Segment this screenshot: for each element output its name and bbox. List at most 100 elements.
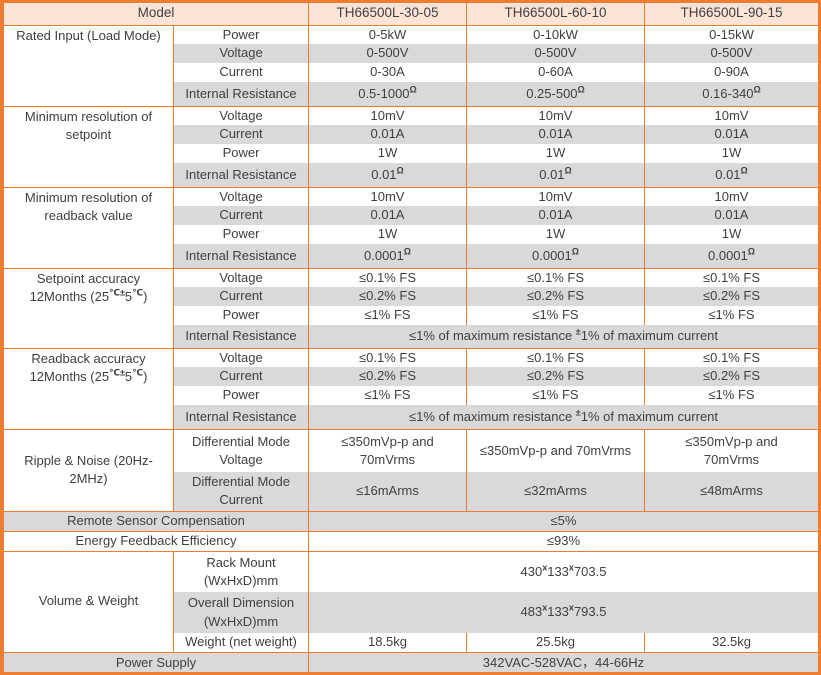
- value-cell: ≤0.2% FS: [308, 287, 467, 306]
- spec-row: Internal Resistance ≤1% of maximum resist…: [4, 405, 818, 429]
- value-cell: 0-5kW: [308, 24, 467, 44]
- parameter-cell: Internal Resistance: [173, 82, 309, 106]
- value-cell: 0.01Ω: [644, 163, 818, 187]
- value-cell: 0.01A: [466, 125, 645, 144]
- value-cell: 0-30A: [308, 63, 467, 82]
- value-span-cell: 430x133x703.5: [308, 550, 818, 592]
- parameter-cell: Power: [173, 24, 309, 44]
- parameter-cell: Internal Resistance: [173, 244, 309, 268]
- spec-row: Power ≤1% FS ≤1% FS ≤1% FS: [4, 386, 818, 405]
- full-row-label: Remote Sensor Compensation: [3, 510, 309, 531]
- value-cell: 0.16-340Ω: [644, 82, 818, 106]
- parameter-cell: Overall Dimension (WxHxD)mm: [173, 592, 309, 633]
- value-cell: ≤350mVp-p and 70mVrms: [644, 428, 818, 472]
- value-cell: ≤0.1% FS: [308, 267, 467, 287]
- parameter-cell: Power: [173, 306, 309, 325]
- model-column-header-1: TH66500L-30-05: [308, 3, 467, 25]
- full-row-label: Power Supply: [3, 651, 309, 672]
- header-row: Model TH66500L-30-05 TH66500L-60-10 TH66…: [3, 3, 818, 25]
- section-label-cell: Rated Input (Load Mode): [3, 24, 174, 106]
- value-cell: 0-500V: [644, 44, 818, 63]
- value-cell: 0.0001Ω: [644, 244, 818, 268]
- model-column-header-2: TH66500L-60-10: [466, 3, 645, 25]
- spec-table-body: Rated Input (Load Mode) Power 0-5kW 0-10kW 0…: [3, 24, 818, 672]
- value-cell: 10mV: [644, 186, 818, 206]
- spec-row: Voltage 0-500V 0-500V 0-500V: [4, 44, 818, 63]
- value-cell: 0.01Ω: [466, 163, 645, 187]
- spec-row: Minimum resolution of readback value Volt…: [3, 186, 818, 268]
- value-cell: 0.01A: [308, 206, 467, 225]
- section-label-cell: Minimum resolution of readback value: [3, 186, 174, 268]
- section-label-cell: Readback accuracy 12Months (25℃±5℃): [3, 347, 174, 429]
- value-cell: ≤32mArms: [466, 472, 645, 511]
- model-column-header-3: TH66500L-90-15: [644, 3, 818, 25]
- full-span-row: Power Supply 342VAC-528VAC，44-66Hz: [3, 651, 818, 672]
- parameter-cell: Current: [173, 63, 309, 82]
- spec-row: Rated Input (Load Mode) Power 0-5kW 0-10kW 0…: [3, 24, 818, 106]
- spec-row: Power 1W 1W 1W: [4, 144, 818, 163]
- spec-row: Internal Resistance 0.5-1000Ω 0.25-500Ω 0.1…: [4, 82, 818, 106]
- full-span-row: Energy Feedback Efficiency ≤93%: [3, 530, 818, 551]
- value-cell: 1W: [644, 225, 818, 244]
- spec-row: Volume & Weight Rack Mount (WxHxD)mm 430x1…: [3, 550, 818, 652]
- spec-row: Current 0.01A 0.01A 0.01A: [4, 206, 818, 225]
- value-cell: 18.5kg: [308, 633, 467, 652]
- parameter-cell: Voltage: [173, 347, 309, 367]
- spec-row: Ripple & Noise (20Hz- 2MHz) Differential …: [3, 428, 818, 511]
- parameter-cell: Weight (net weight): [173, 633, 309, 652]
- spec-row: Current 0.01A 0.01A 0.01A: [4, 125, 818, 144]
- value-cell: 0.01A: [644, 125, 818, 144]
- full-row-label: Energy Feedback Efficiency: [3, 530, 309, 551]
- value-cell: 1W: [466, 225, 645, 244]
- spec-row: Current ≤0.2% FS ≤0.2% FS ≤0.2% FS: [4, 367, 818, 386]
- value-cell: ≤0.2% FS: [308, 367, 467, 386]
- parameter-cell: Power: [173, 144, 309, 163]
- value-cell: 0.01A: [644, 206, 818, 225]
- value-cell: ≤0.1% FS: [644, 347, 818, 367]
- value-cell: 10mV: [466, 105, 645, 125]
- value-cell: ≤0.1% FS: [466, 347, 645, 367]
- section-label-cell: Volume & Weight: [3, 550, 174, 652]
- value-cell: 0.5-1000Ω: [308, 82, 467, 106]
- value-cell: ≤1% FS: [644, 306, 818, 325]
- value-cell: 1W: [466, 144, 645, 163]
- value-cell: ≤0.2% FS: [466, 287, 645, 306]
- parameter-cell: Rack Mount (WxHxD)mm: [173, 550, 309, 592]
- value-cell: ≤350mVp-p and 70mVrms: [466, 428, 645, 472]
- parameter-cell: Internal Resistance: [173, 163, 309, 187]
- value-span-cell: ≤1% of maximum resistance ±1% of maximum…: [308, 325, 818, 348]
- value-cell: 0-500V: [466, 44, 645, 63]
- parameter-cell: Voltage: [173, 105, 309, 125]
- parameter-cell: Power: [173, 386, 309, 405]
- value-cell: 1W: [308, 225, 467, 244]
- parameter-cell: Current: [173, 287, 309, 306]
- value-cell: ≤1% FS: [644, 386, 818, 405]
- value-cell: ≤0.2% FS: [466, 367, 645, 386]
- value-cell: 0-60A: [466, 63, 645, 82]
- value-cell: 0.01Ω: [308, 163, 467, 187]
- parameter-cell: Current: [173, 125, 309, 144]
- value-cell: 0-500V: [308, 44, 467, 63]
- value-cell: ≤0.1% FS: [644, 267, 818, 287]
- value-cell: ≤1% FS: [466, 306, 645, 325]
- spec-row: Readback accuracy 12Months (25℃±5℃) Volta…: [3, 347, 818, 429]
- full-row-value: 342VAC-528VAC，44-66Hz: [308, 651, 818, 672]
- value-cell: 10mV: [644, 105, 818, 125]
- parameter-cell: Power: [173, 225, 309, 244]
- value-cell: 32.5kg: [644, 633, 818, 652]
- value-cell: 0.01A: [308, 125, 467, 144]
- value-cell: ≤0.1% FS: [308, 347, 467, 367]
- parameter-cell: Current: [173, 367, 309, 386]
- value-cell: 10mV: [308, 105, 467, 125]
- spec-row: Power 1W 1W 1W: [4, 225, 818, 244]
- value-cell: 1W: [644, 144, 818, 163]
- spec-row: Differential Mode Current ≤16mArms ≤32mArm…: [4, 472, 818, 511]
- parameter-cell: Differential Mode Voltage: [173, 428, 309, 472]
- parameter-cell: Current: [173, 206, 309, 225]
- parameter-cell: Internal Resistance: [173, 325, 309, 348]
- section-label-cell: Setpoint accuracy 12Months (25℃±5℃): [3, 267, 174, 348]
- spec-row: Overall Dimension (WxHxD)mm 483x133x793.5: [4, 592, 818, 633]
- spec-row: Current ≤0.2% FS ≤0.2% FS ≤0.2% FS: [4, 287, 818, 306]
- full-span-row: Remote Sensor Compensation ≤5%: [3, 510, 818, 531]
